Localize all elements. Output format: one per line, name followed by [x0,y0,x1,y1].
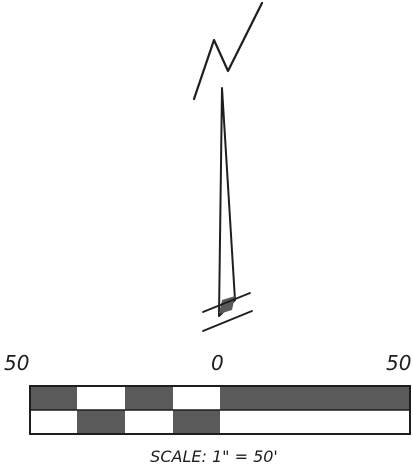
scale-bar-segment [173,410,220,434]
scale-label-left: 50 [4,351,29,375]
scale-label-right: 50 [386,351,411,375]
scale-bar-segment [125,386,173,410]
north-arrow-cross-tick-1 [202,292,251,313]
scale-bar-segment [30,410,77,434]
scale-bar-segment [77,410,125,434]
scale-bar-segment [125,410,173,434]
north-arrow-needle [218,87,236,317]
scale-label-zero: 0 [211,351,224,375]
north-letter-n-mark [192,1,264,101]
scale-bar-segment [30,386,77,410]
scale-bar-segment [220,410,410,434]
scale-bar-segment [77,386,125,410]
scale-caption: SCALE: 1" = 50' [150,447,278,466]
scale-bar [29,385,411,435]
north-arrow-icon [192,1,264,332]
scale-bar-segment [220,386,410,410]
north-arrow-cross-tick-2 [202,310,253,332]
scale-bar-segment [173,386,220,410]
